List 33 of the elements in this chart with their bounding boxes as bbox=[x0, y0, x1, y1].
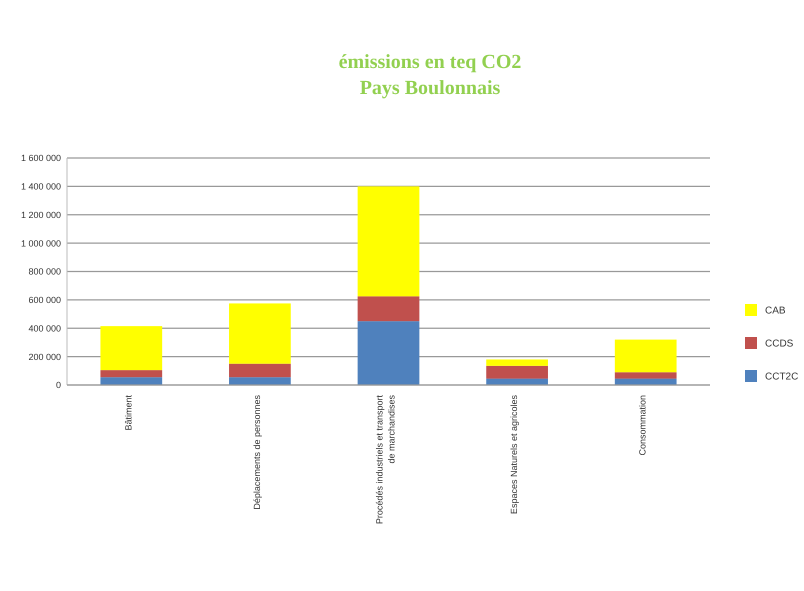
bar bbox=[486, 366, 548, 379]
x-tick-label: Procédés industriels et transport de marchandises bbox=[374, 394, 396, 524]
y-tick-label: 600 000 bbox=[28, 295, 61, 306]
bar bbox=[100, 326, 162, 370]
y-tick-label: 1 200 000 bbox=[20, 210, 61, 220]
bar bbox=[614, 340, 677, 372]
y-tick-label: 200 000 bbox=[28, 352, 61, 362]
y-tick-label: 800 000 bbox=[28, 266, 61, 277]
bar bbox=[614, 372, 677, 379]
bar bbox=[614, 378, 677, 385]
bar bbox=[486, 359, 548, 366]
y-tick-label: 0 bbox=[56, 380, 61, 390]
x-tick-label: Déplacements de personnes bbox=[252, 394, 262, 510]
legend-label: CCDS bbox=[765, 338, 794, 350]
x-tick-label: Bâtiment bbox=[123, 394, 134, 431]
bar bbox=[229, 377, 291, 385]
chart-title: émissions en teq CO2 Pays Boulonnais bbox=[338, 51, 522, 99]
x-tick-label: Espaces Naturels et agricoles bbox=[509, 394, 520, 514]
legend-label: CAB bbox=[765, 306, 786, 316]
y-tick-label: 1 400 000 bbox=[20, 182, 61, 192]
legend-label: CCT2C bbox=[765, 372, 798, 382]
bar bbox=[358, 321, 420, 385]
y-tick-label: 1 000 000 bbox=[20, 238, 61, 248]
bar bbox=[229, 303, 291, 364]
bar bbox=[100, 377, 162, 385]
bar bbox=[358, 296, 420, 322]
bar bbox=[358, 186, 420, 296]
bar bbox=[100, 370, 162, 378]
y-tick-label: 1 600 000 bbox=[20, 153, 61, 164]
bar bbox=[229, 364, 291, 378]
y-tick-label: 400 000 bbox=[28, 323, 61, 334]
bar bbox=[486, 378, 548, 385]
x-tick-label: Consommation bbox=[638, 395, 648, 456]
